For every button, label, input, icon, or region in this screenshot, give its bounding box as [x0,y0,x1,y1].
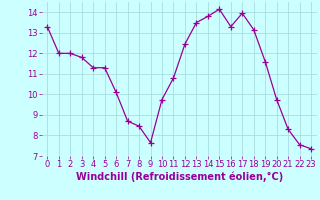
X-axis label: Windchill (Refroidissement éolien,°C): Windchill (Refroidissement éolien,°C) [76,172,283,182]
